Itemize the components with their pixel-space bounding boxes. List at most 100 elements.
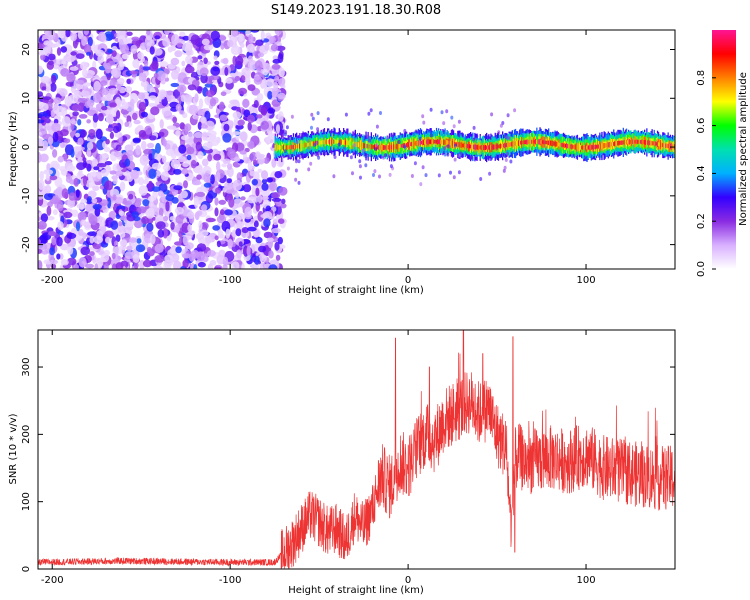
spectrogram-cell-2839 (410, 142, 412, 147)
spectrogram-cell-697 (78, 168, 83, 177)
spectrogram-cell-3394 (528, 139, 530, 144)
spectrogram-cell-2112 (254, 60, 263, 71)
spectrogram-cell-2264 (287, 145, 289, 150)
spectrogram-cell-3379 (525, 139, 527, 145)
spectrogram-cell-2042 (66, 73, 76, 83)
spectrogram-cell-1481 (129, 70, 139, 75)
spectrogram-cell-1736 (85, 263, 94, 269)
spectrogram-cell-208 (60, 243, 69, 251)
spectrogram-cell-1986 (57, 30, 66, 39)
spectrogram-cell-1981 (201, 204, 208, 212)
spectrogram-cell-1187 (78, 114, 88, 119)
spectrogram-cell-1506 (92, 243, 101, 250)
spectrogram-cell-873 (253, 220, 259, 228)
spectrogram-cell-4193 (503, 165, 507, 170)
spectrogram-cell-3664 (586, 145, 588, 150)
spectrogram-cell-4083 (374, 155, 378, 159)
spectrogram-cell-4111 (310, 125, 313, 130)
spectrogram-cell-1958 (271, 90, 279, 98)
spectrogram-cell-1471 (195, 141, 202, 152)
spectrogram-cell-4153 (446, 144, 450, 149)
spectrogram-cell-3319 (512, 141, 514, 147)
spectrogram-cell-277 (154, 97, 160, 107)
spectrogram-cell-2834 (409, 142, 411, 147)
spectrogram-cell-2744 (390, 144, 392, 150)
spectrogram-cell-1590 (158, 131, 165, 137)
spectrogram-cell-734 (236, 172, 243, 182)
spectrogram-cell-2095 (93, 80, 101, 92)
spectrogram-cell-2172 (45, 41, 54, 46)
spectrogram-cell-3669 (587, 145, 589, 150)
spectrogram-cell-1929 (137, 206, 147, 214)
spectrogram-cell-1968 (81, 35, 87, 47)
spectrogram-cell-3589 (570, 144, 572, 149)
spectrogram-cell-524 (147, 142, 155, 149)
spectrogram-cell-2052 (90, 172, 98, 177)
spectrogram-cell-1843 (38, 131, 42, 137)
spectrogram-cell-2060 (109, 170, 117, 175)
spectrogram-cell-3814 (618, 140, 620, 146)
spectrogram-cell-2082 (45, 174, 50, 182)
spectrogram-cell-3929 (643, 140, 645, 145)
spectrogram-cell-1768 (165, 194, 175, 202)
spectrogram-cell-1354 (260, 170, 269, 180)
colorbar-tick-label: 0.8 (696, 70, 707, 86)
spectrogram-cell-4097 (386, 135, 390, 140)
spectrogram-cell-1963 (247, 196, 257, 204)
spectrogram-cell-2959 (435, 139, 438, 144)
spectrogram-cell-3259 (499, 143, 502, 149)
spectrogram-cell-2087 (124, 86, 133, 93)
spectrogram-cell-971 (270, 44, 279, 52)
spectrogram-cell-2043 (190, 159, 197, 169)
spectrogram-cell-3144 (475, 144, 477, 150)
spectrogram-cell-4160 (316, 127, 320, 132)
spectrogram-cell-3044 (454, 141, 456, 146)
spectrogram-cell-2709 (382, 145, 384, 150)
spectrogram-cell-1266 (226, 163, 233, 170)
spectrogram-cell-2013 (38, 104, 43, 110)
colorbar-tick-label: 0.2 (696, 213, 707, 229)
snr-frame (37, 329, 676, 570)
spectrogram-cell-4194 (295, 140, 299, 145)
spectrogram-cell-1692 (76, 203, 87, 210)
spectrogram-cell-2989 (442, 140, 444, 145)
spectrogram-cell-4113 (409, 150, 413, 155)
snr-y-tick-label: 300 (21, 357, 32, 376)
snr-plot: -200 -100 0 100 0 100 200 300 Height of straigh… (8, 329, 676, 596)
spectrogram-cell-2239 (282, 145, 284, 150)
spectrogram-cell-1672 (181, 168, 189, 175)
spectrogram-cell-1687 (261, 182, 269, 191)
snr-series-line (38, 330, 675, 569)
spectrogram-cell-1577 (100, 80, 108, 86)
spectrogram-cell-3079 (461, 142, 463, 149)
spectrogram-cell-1173 (117, 77, 125, 85)
spectrogram-cell-4004 (659, 142, 661, 147)
spectrogram-cell-2053 (223, 123, 230, 132)
spectrogram-cell-3709 (596, 144, 598, 149)
spectrogram-cell-3374 (524, 140, 526, 144)
spectrogram-cell-1394 (87, 36, 93, 47)
spectrogram-cell-3164 (479, 145, 481, 150)
spectrogram-cell-1594 (224, 181, 233, 190)
snr-x-tick-label: -200 (41, 575, 64, 586)
spectrogram-cell-2864 (415, 140, 417, 146)
spectrogram-cell-2424 (321, 139, 323, 145)
spectrogram-cell-3169 (480, 144, 482, 151)
spectrogram-cell-1617 (153, 48, 163, 56)
spectrogram-cell-3099 (465, 143, 468, 148)
spectrogram-cell-1450 (204, 120, 215, 131)
spectrogram-cell-1440 (67, 246, 74, 255)
spectrogram-cell-1079 (112, 246, 122, 255)
spectrogram-cell-1909 (97, 30, 106, 33)
spectrogram-cell-2076 (186, 146, 195, 155)
spectrogram-cell-2929 (429, 139, 431, 144)
spectrogram-cell-741 (261, 178, 268, 184)
spectrogram-cell-2974 (439, 139, 441, 145)
spectrogram-cell-1604 (66, 165, 76, 172)
spectrogram-cell-1549 (114, 131, 123, 138)
spectrogram-cell-3904 (637, 139, 639, 144)
spectrogram-cell-1769 (253, 193, 263, 204)
spectrogram-cell-2180 (186, 211, 195, 219)
spectrogram-cell-1786 (209, 74, 220, 81)
spectrogram-cell-506 (196, 243, 207, 252)
